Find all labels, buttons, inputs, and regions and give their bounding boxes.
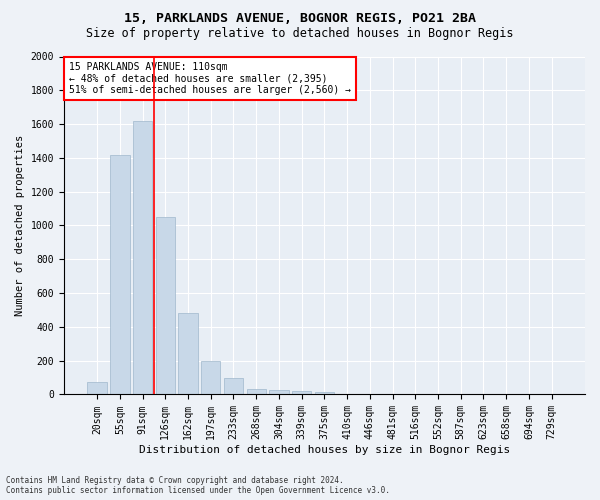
Bar <box>155 217 175 394</box>
Bar <box>88 382 107 394</box>
Text: 15 PARKLANDS AVENUE: 110sqm
← 48% of detached houses are smaller (2,395)
51% of : 15 PARKLANDS AVENUE: 110sqm ← 48% of det… <box>69 62 351 95</box>
Bar <box>133 120 152 394</box>
Bar <box>110 154 130 394</box>
Bar <box>292 391 311 394</box>
Text: Size of property relative to detached houses in Bognor Regis: Size of property relative to detached ho… <box>86 28 514 40</box>
Y-axis label: Number of detached properties: Number of detached properties <box>15 135 25 316</box>
Bar <box>315 392 334 394</box>
Text: 15, PARKLANDS AVENUE, BOGNOR REGIS, PO21 2BA: 15, PARKLANDS AVENUE, BOGNOR REGIS, PO21… <box>124 12 476 26</box>
Text: Contains HM Land Registry data © Crown copyright and database right 2024.
Contai: Contains HM Land Registry data © Crown c… <box>6 476 390 495</box>
Bar <box>269 390 289 394</box>
Bar <box>247 388 266 394</box>
Bar <box>178 314 197 394</box>
Bar <box>224 378 243 394</box>
Bar <box>201 360 220 394</box>
X-axis label: Distribution of detached houses by size in Bognor Regis: Distribution of detached houses by size … <box>139 445 510 455</box>
